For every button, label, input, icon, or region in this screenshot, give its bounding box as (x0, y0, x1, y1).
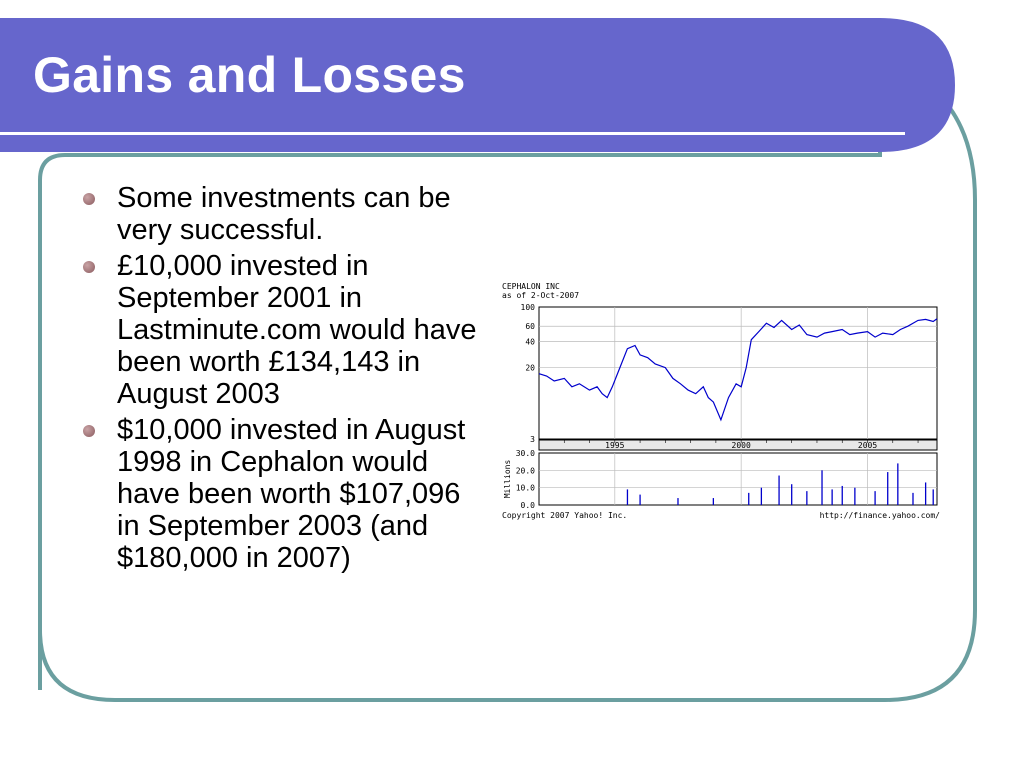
bullet-dot-icon (83, 193, 95, 205)
bullet-text: $10,000 invested in August 1998 in Cepha… (117, 414, 466, 574)
chart-footer-right: http://finance.yahoo.com/ (819, 511, 940, 520)
bullet-list: Some investments can be very successful.… (80, 182, 480, 578)
title-bar (0, 18, 955, 152)
bullet-dot-icon (83, 425, 95, 437)
title-underline (0, 132, 905, 135)
bullet-item: $10,000 invested in August 1998 in Cepha… (80, 414, 480, 574)
price-panel-frame (538, 306, 938, 440)
price-series-line (538, 318, 938, 422)
volume-axis-label: Millions (503, 460, 512, 499)
slide-title: Gains and Losses (33, 47, 466, 103)
chart-footer-left: Copyright 2007 Yahoo! Inc. (502, 511, 628, 520)
bullet-item: £10,000 invested in September 2001 in La… (80, 250, 480, 410)
stock-chart: CEPHALON INC as of 2-Oct-2007 100 60 40 20 3… (498, 280, 944, 522)
bullet-text: £10,000 invested in September 2001 in La… (117, 250, 477, 410)
volume-tick-label: 30.0 (516, 449, 535, 458)
volume-tick-label: 10.0 (516, 484, 535, 493)
volume-panel-frame (538, 452, 938, 506)
year-tick-label: 1995 (605, 441, 624, 450)
volume-tick-label: 20.0 (516, 466, 535, 475)
chart-canvas: 100 60 40 20 3 1995 2000 2005 30.0 20.0 10.0 0.0 Mil… (503, 303, 938, 510)
price-tick-label: 40 (525, 337, 535, 346)
bullet-dot-icon (83, 261, 95, 273)
content-frame-border (38, 57, 977, 702)
price-tick-label: 60 (525, 322, 535, 331)
price-tick-label: 3 (530, 435, 535, 444)
chart-subtitle: as of 2-Oct-2007 (502, 291, 580, 300)
bullet-item: Some investments can be very successful. (80, 182, 480, 246)
bullet-text: Some investments can be very successful. (117, 182, 451, 246)
year-axis-strip (538, 439, 938, 451)
year-tick-label: 2005 (858, 441, 877, 450)
year-tick-label: 2000 (732, 441, 751, 450)
price-tick-label: 100 (521, 303, 536, 312)
chart-title: CEPHALON INC (502, 282, 560, 291)
price-tick-label: 20 (525, 364, 535, 373)
volume-tick-label: 0.0 (521, 501, 536, 510)
